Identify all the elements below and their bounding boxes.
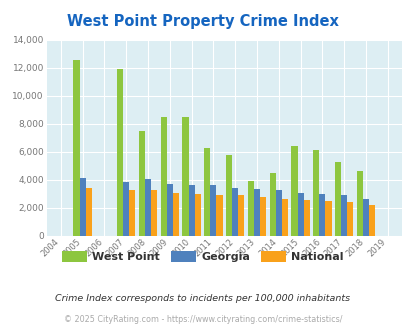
Bar <box>362 199 368 236</box>
Bar <box>188 185 194 236</box>
Bar <box>166 184 173 236</box>
Bar <box>254 189 260 236</box>
Bar <box>73 60 79 236</box>
Bar <box>232 187 238 236</box>
Bar <box>303 200 309 236</box>
Bar <box>291 146 297 236</box>
Bar <box>281 199 287 236</box>
Bar <box>139 131 145 236</box>
Bar <box>247 181 254 236</box>
Bar <box>194 194 200 236</box>
Text: Crime Index corresponds to incidents per 100,000 inhabitants: Crime Index corresponds to incidents per… <box>55 294 350 303</box>
Bar <box>151 190 157 236</box>
Text: © 2025 CityRating.com - https://www.cityrating.com/crime-statistics/: © 2025 CityRating.com - https://www.city… <box>64 315 341 324</box>
Bar <box>173 193 179 236</box>
Bar <box>340 195 346 236</box>
Bar <box>204 148 210 236</box>
Bar <box>334 162 340 236</box>
Bar <box>117 69 123 236</box>
Bar <box>346 202 352 236</box>
Legend: West Point, Georgia, National: West Point, Georgia, National <box>58 247 347 267</box>
Bar <box>269 173 275 236</box>
Bar <box>210 185 216 236</box>
Bar <box>216 195 222 236</box>
Bar <box>325 201 331 236</box>
Text: West Point Property Crime Index: West Point Property Crime Index <box>67 14 338 29</box>
Bar <box>275 190 281 236</box>
Bar <box>85 187 92 236</box>
Bar <box>226 154 232 236</box>
Bar <box>160 117 166 236</box>
Bar <box>182 117 188 236</box>
Bar <box>319 194 325 236</box>
Bar <box>356 171 362 236</box>
Bar <box>368 205 374 236</box>
Bar <box>238 195 244 236</box>
Bar <box>145 179 151 236</box>
Bar <box>297 193 303 236</box>
Bar <box>313 150 319 236</box>
Bar <box>129 190 135 236</box>
Bar <box>79 179 85 236</box>
Bar <box>123 182 129 236</box>
Bar <box>260 197 266 236</box>
